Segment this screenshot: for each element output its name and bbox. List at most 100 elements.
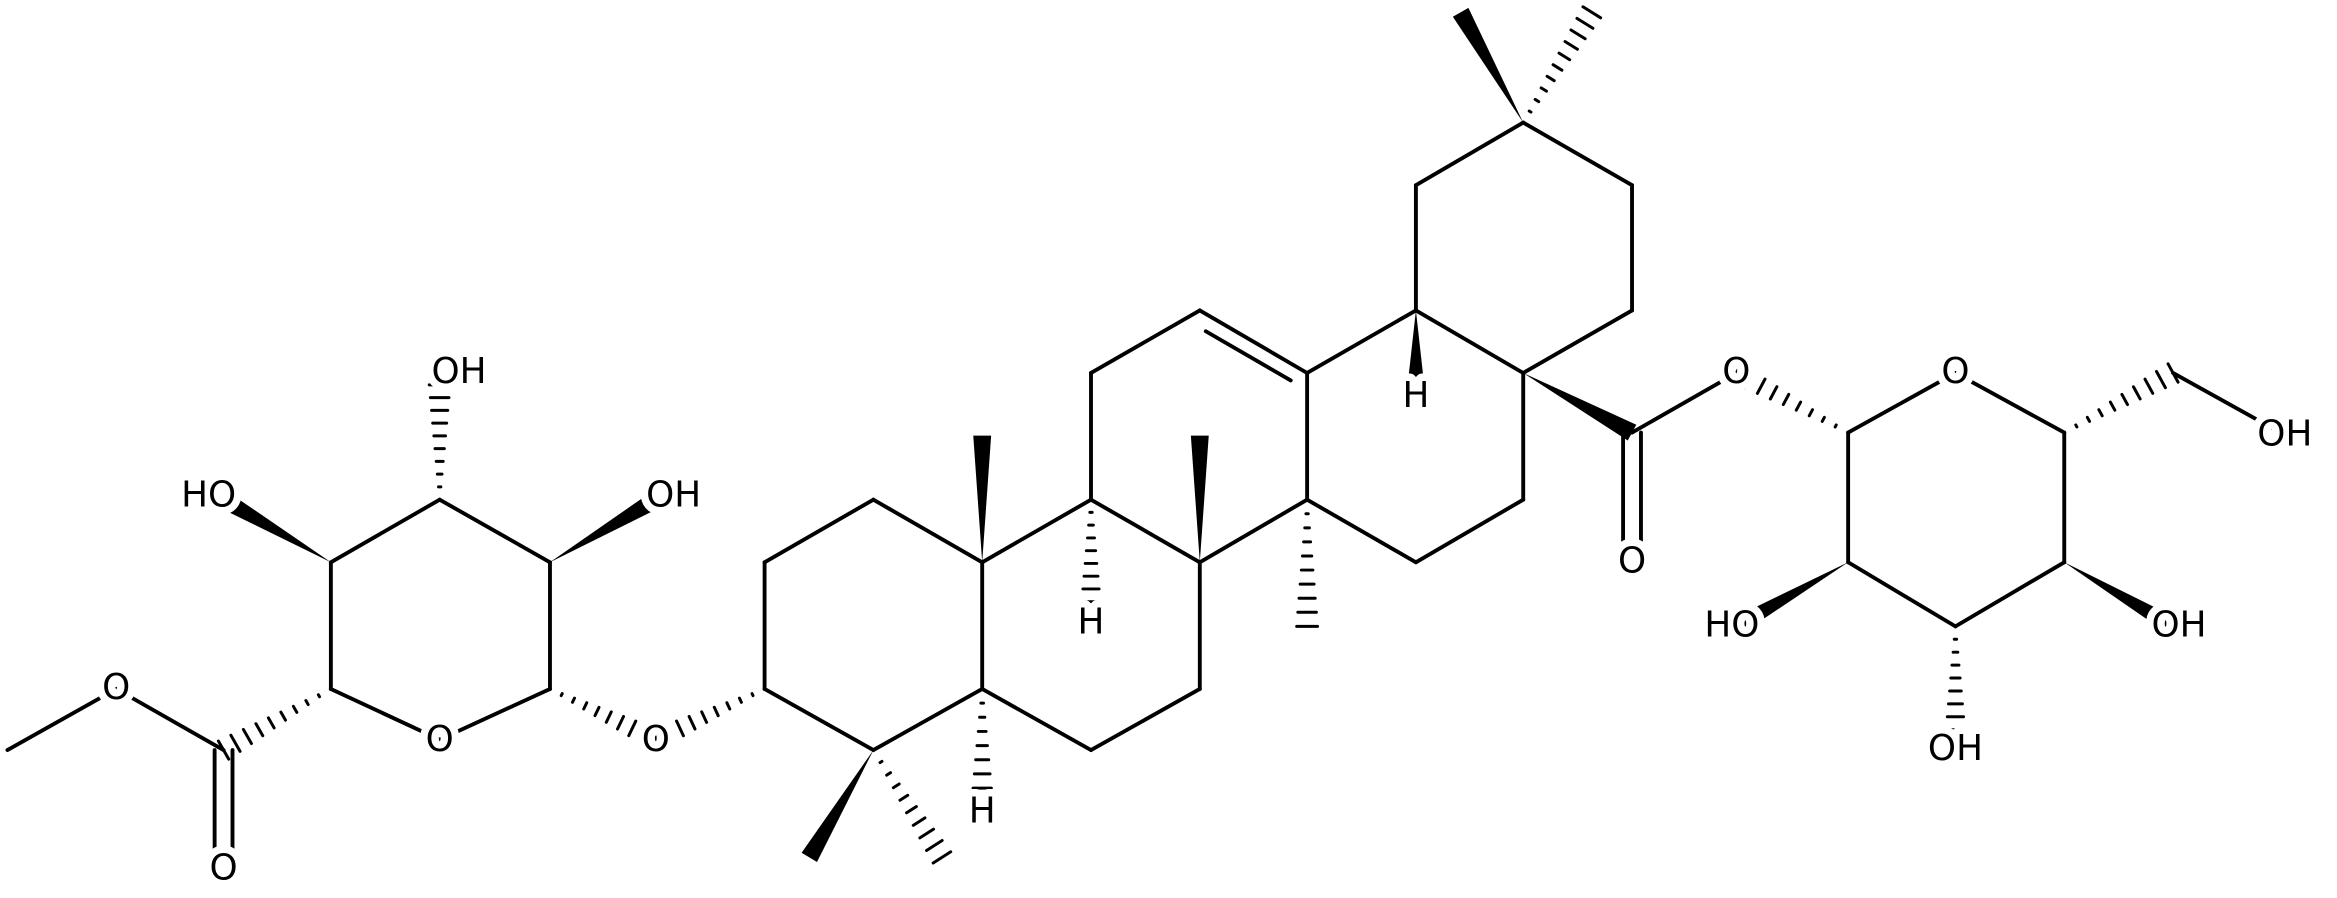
atom-label: O: [102, 667, 130, 708]
atom-label: OH: [432, 351, 487, 392]
hash-bond: [266, 716, 276, 730]
bond: [1305, 308, 1418, 375]
wedge-bond: [801, 750, 874, 862]
bond: [1089, 308, 1202, 375]
atom-label: H: [1402, 375, 1429, 416]
hash-bond: [918, 827, 936, 840]
hash-bond: [593, 705, 601, 718]
atom-label: O: [642, 719, 670, 760]
wedge-bond: [1406, 310, 1425, 391]
hash-bond: [737, 696, 743, 704]
hash-bond: [559, 692, 564, 698]
bond: [2171, 371, 2283, 435]
bond: [1846, 371, 1958, 435]
bond: [1089, 687, 1202, 753]
hash-bond: [2131, 385, 2142, 401]
hash-bond: [2155, 369, 2167, 390]
hash-bond: [1820, 415, 1826, 423]
atom-label: OH: [2257, 414, 2312, 455]
bond: [328, 687, 442, 742]
bond: [1846, 560, 1958, 629]
hash-bond: [2120, 392, 2129, 407]
bond: [328, 497, 442, 565]
hash-bond: [662, 724, 674, 744]
hash-bond: [1563, 40, 1579, 51]
hash-bond: [1539, 86, 1548, 93]
hash-bond: [898, 793, 910, 802]
hash-bond: [216, 739, 231, 761]
bond: [980, 497, 1093, 565]
hash-bond: [304, 699, 310, 707]
bond: [762, 497, 876, 565]
bond: [1197, 497, 1310, 565]
atom-label: O: [426, 719, 454, 760]
hash-bond: [1533, 97, 1541, 104]
atom-label: O: [1618, 540, 1646, 581]
wedge-bond: [1452, 7, 1524, 123]
bond: [1197, 308, 1310, 375]
wedge-bond: [1731, 562, 1849, 635]
bond: [1089, 497, 1202, 565]
hash-bond: [1581, 5, 1603, 20]
hash-bond: [241, 727, 253, 746]
bond: [1305, 497, 1418, 565]
hash-bond: [1781, 392, 1791, 407]
atom-label: O: [1722, 351, 1750, 392]
hash-bond: [878, 759, 884, 765]
hash-bond: [649, 728, 662, 751]
bond: [762, 687, 876, 753]
hash-bond: [1768, 385, 1779, 401]
bond: [1413, 497, 1526, 565]
atom-label: HO: [181, 475, 236, 516]
hash-bond: [905, 805, 918, 815]
hash-bond: [1569, 28, 1587, 41]
bond: [980, 687, 1093, 753]
hash-bond: [700, 710, 709, 724]
hash-bond: [911, 816, 927, 827]
hash-bond: [1575, 16, 1595, 30]
hash-bond: [1557, 51, 1572, 62]
hash-bond: [2085, 415, 2092, 423]
atom-label: H: [969, 791, 996, 832]
hash-bond: [750, 692, 755, 698]
hash-bond: [725, 701, 732, 711]
bond: [5, 687, 119, 753]
hash-bond: [2108, 400, 2117, 412]
hash-bond: [1833, 423, 1838, 429]
bond: [1630, 371, 1739, 435]
hash-bond: [627, 719, 638, 738]
hash-bond: [885, 771, 893, 777]
bond: [1953, 560, 2067, 629]
atom-label: O: [1941, 351, 1969, 392]
hash-bond: [2074, 423, 2079, 429]
atom-label: OH: [1928, 728, 1983, 769]
hash-bond: [229, 733, 242, 753]
hash-bond: [712, 705, 720, 718]
hash-bond: [604, 710, 613, 724]
wedge-bond: [549, 491, 661, 563]
hash-bond: [1742, 369, 1755, 390]
hash-bond: [291, 704, 299, 714]
hash-bond: [2097, 408, 2104, 418]
bond: [1203, 329, 1293, 383]
hash-bond: [1527, 109, 1533, 114]
bond: [1521, 308, 1634, 375]
hash-bond: [1545, 74, 1556, 83]
wedge-bond: [219, 491, 331, 563]
hash-bond: [2166, 362, 2180, 384]
bond: [1413, 308, 1526, 375]
bond: [1953, 371, 2067, 435]
hash-bond: [582, 701, 589, 711]
hash-bond: [1794, 400, 1803, 412]
wedge-bond: [2064, 562, 2178, 635]
hash-bond: [925, 838, 944, 852]
hash-bond: [254, 722, 265, 738]
hash-bond: [279, 710, 287, 722]
atom-label: O: [209, 847, 237, 888]
hash-bond: [616, 714, 626, 731]
bond: [1521, 120, 1634, 188]
bond: [871, 497, 985, 565]
atom-label: H: [1078, 601, 1105, 642]
